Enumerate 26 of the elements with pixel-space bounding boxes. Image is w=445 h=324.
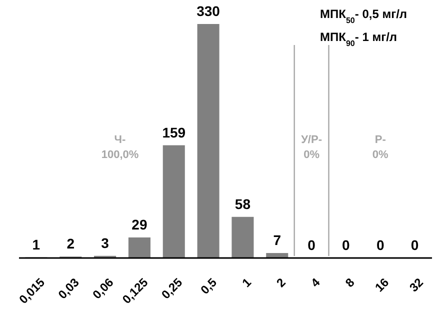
x-tick-label: 32: [406, 275, 426, 295]
data-label: 29: [132, 216, 148, 232]
data-label: 1: [32, 236, 40, 252]
data-label: 2: [66, 236, 75, 252]
annotation: Ч- 100,0%: [101, 134, 139, 161]
data-label: 0: [308, 237, 316, 253]
x-tick-label: 0,06: [90, 275, 116, 302]
annotation: МПК$_{90}$- 1 мг/л: [320, 30, 398, 48]
data-label: 7: [273, 232, 282, 248]
annotation: МПК$_{50}$- 0,5 мг/л: [320, 7, 408, 24]
data-label: 0: [376, 237, 384, 253]
x-tick-label: 0,5: [198, 275, 220, 298]
data-label: 0: [342, 237, 350, 253]
x-tick-label: 1: [239, 275, 254, 290]
annotation: Р- 0%: [372, 134, 389, 161]
data-label: 0: [410, 237, 419, 253]
x-tick-label: 2: [274, 275, 289, 290]
x-tick-label: 8: [342, 275, 358, 290]
data-label: 58: [234, 196, 251, 212]
annotation: У/Р- 0%: [301, 134, 322, 161]
data-label: 330: [196, 3, 220, 19]
x-tick-label: 16: [372, 275, 392, 295]
x-tick-label: 0,03: [55, 275, 82, 302]
data-label: 3: [101, 234, 110, 251]
x-tick-label: 4: [308, 275, 323, 290]
data-label: 159: [162, 124, 186, 140]
